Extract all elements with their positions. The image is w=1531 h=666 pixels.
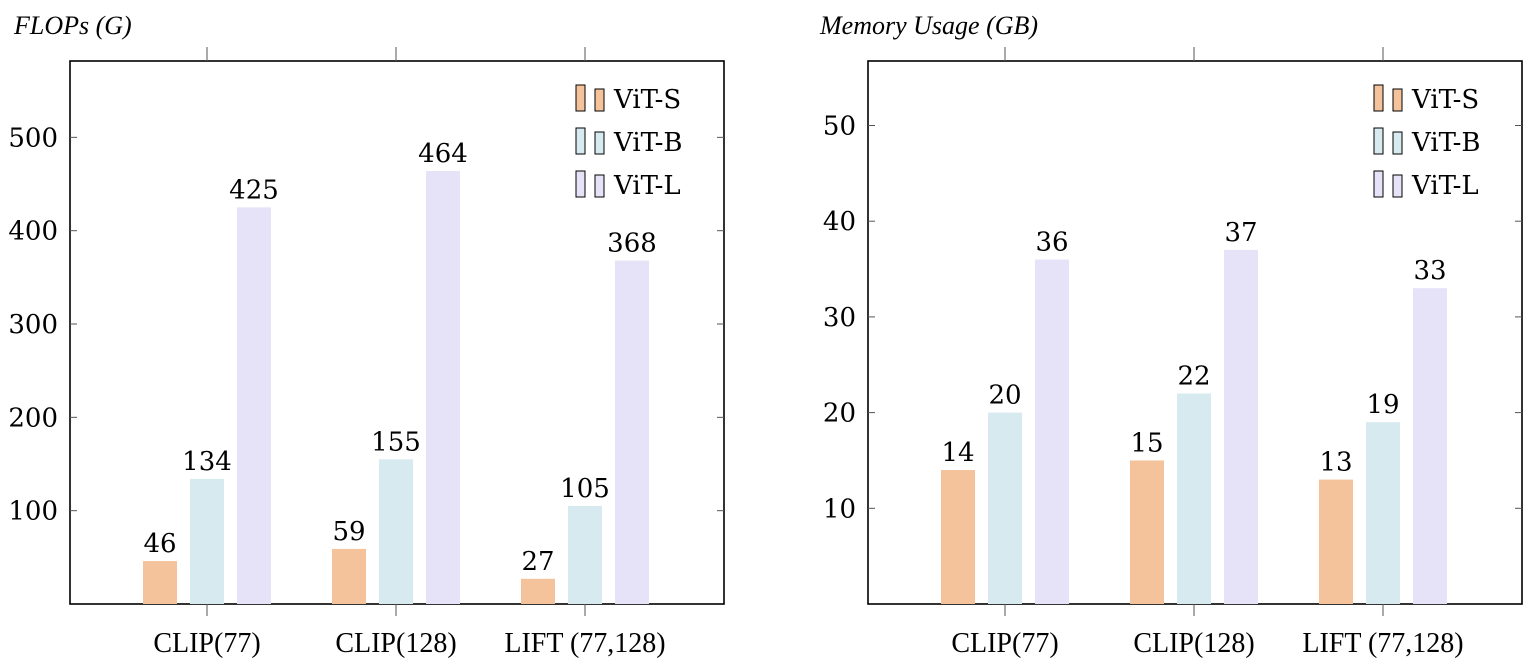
y-tick-label: 300	[8, 310, 58, 340]
bar-vit-b	[1366, 422, 1400, 604]
bar-vit-b	[568, 506, 602, 604]
legend-swatch	[1373, 170, 1384, 198]
legend-swatch	[594, 131, 605, 155]
bar-vit-l	[1035, 259, 1069, 604]
data-label: 33	[1413, 256, 1446, 286]
bar-vit-l	[426, 170, 460, 605]
bar-vit-l	[1413, 288, 1447, 604]
x-tick-label: LIFT (77,128)	[504, 628, 665, 659]
bar-vit-b	[190, 478, 224, 604]
legend-swatch	[1392, 131, 1403, 155]
y-tick-label: 30	[823, 303, 856, 333]
legend-swatch	[1392, 174, 1403, 198]
bar-vit-b	[1177, 393, 1211, 604]
bar-vit-s	[143, 561, 177, 604]
legend-label: ViT-B	[1411, 128, 1481, 158]
data-label: 36	[1035, 227, 1068, 257]
bar-vit-l	[615, 260, 649, 604]
data-label: 14	[941, 438, 974, 468]
y-tick-label: 10	[823, 494, 856, 524]
bar-vit-l	[237, 207, 271, 604]
bar-vit-b	[988, 412, 1022, 604]
legend-swatch	[1373, 127, 1384, 155]
x-tick-label: CLIP(77)	[951, 628, 1058, 659]
y-tick-label: 100	[8, 497, 58, 527]
y-tick-label: 20	[823, 399, 856, 429]
data-label: 59	[332, 517, 365, 547]
legend-swatch	[1373, 84, 1384, 112]
legend-label: ViT-S	[1411, 85, 1479, 115]
x-tick-label: CLIP(77)	[153, 628, 260, 659]
y-tick-label: 500	[8, 123, 58, 153]
data-label: 20	[988, 381, 1021, 411]
data-label: 425	[229, 175, 279, 205]
legend-label: ViT-L	[1411, 171, 1479, 201]
data-label: 15	[1130, 428, 1163, 458]
legend-swatch	[594, 174, 605, 198]
chart-1: FLOPs (G) 100 200 300 400 500 CLIP(77) CLIP(128…	[8, 11, 725, 659]
chart-title: FLOPs (G)	[13, 11, 132, 40]
legend-swatch	[575, 84, 586, 112]
legend-label: ViT-L	[613, 171, 681, 201]
bar-vit-s	[1319, 479, 1353, 604]
bar-vit-s	[332, 548, 366, 604]
data-label: 13	[1319, 448, 1352, 478]
bar-vit-b	[379, 459, 413, 604]
data-label: 37	[1224, 218, 1257, 248]
legend-swatch	[1392, 88, 1403, 112]
y-tick-label: 400	[8, 217, 58, 247]
chart-2: Memory Usage (GB) 10 20 30 40 50 CLIP(77) CLIP(…	[819, 11, 1523, 659]
data-label: 22	[1177, 361, 1210, 391]
legend-swatch	[575, 127, 586, 155]
legend-swatch	[575, 170, 586, 198]
data-label: 27	[521, 547, 554, 577]
data-label: 464	[418, 139, 468, 169]
chart-title: Memory Usage (GB)	[819, 11, 1038, 40]
data-label: 368	[607, 229, 657, 259]
x-tick-label: LIFT (77,128)	[1302, 628, 1463, 659]
y-tick-label: 40	[823, 207, 856, 237]
data-label: 46	[143, 529, 176, 559]
data-label: 105	[560, 474, 610, 504]
bar-vit-s	[521, 578, 555, 604]
data-label: 134	[182, 447, 232, 477]
bar-vit-s	[941, 470, 975, 604]
bar-vit-s	[1130, 460, 1164, 604]
bar-vit-l	[1224, 249, 1258, 604]
y-tick-label: 200	[8, 403, 58, 433]
y-tick-label: 50	[823, 112, 856, 142]
legend-label: ViT-S	[613, 85, 681, 115]
data-label: 155	[371, 427, 421, 457]
x-tick-label: CLIP(128)	[335, 628, 456, 659]
legend-swatch	[594, 88, 605, 112]
legend-label: ViT-B	[613, 128, 683, 158]
data-label: 19	[1366, 390, 1399, 420]
x-tick-label: CLIP(128)	[1133, 628, 1254, 659]
